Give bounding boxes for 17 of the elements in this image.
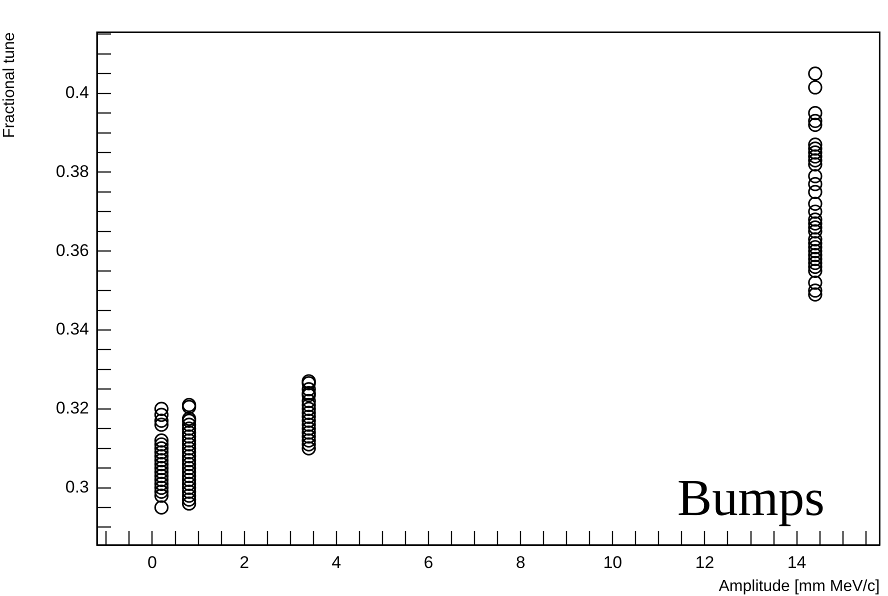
y-tick-label: 0.32 xyxy=(56,398,89,418)
y-tick-label: 0.38 xyxy=(56,162,89,181)
x-tick-label: 8 xyxy=(516,552,526,572)
x-tick-label: 12 xyxy=(695,552,714,572)
x-axis-title: Amplitude [mm MeV/c] xyxy=(718,578,880,595)
annotation: Bumps xyxy=(677,470,825,527)
y-tick-label: 0.4 xyxy=(65,83,89,102)
x-tick-label: 10 xyxy=(603,552,622,572)
y-tick-label: 0.3 xyxy=(65,477,89,496)
x-tick-label: 2 xyxy=(240,552,250,572)
x-tick-label: 4 xyxy=(332,552,342,572)
x-tick-label: 0 xyxy=(148,552,157,572)
x-tick-label: 14 xyxy=(787,552,806,572)
y-axis-title: Fractional tune xyxy=(1,32,18,138)
y-tick-label: 0.36 xyxy=(56,240,89,260)
y-tick-label: 0.34 xyxy=(56,320,89,339)
x-tick-label: 6 xyxy=(424,552,434,572)
